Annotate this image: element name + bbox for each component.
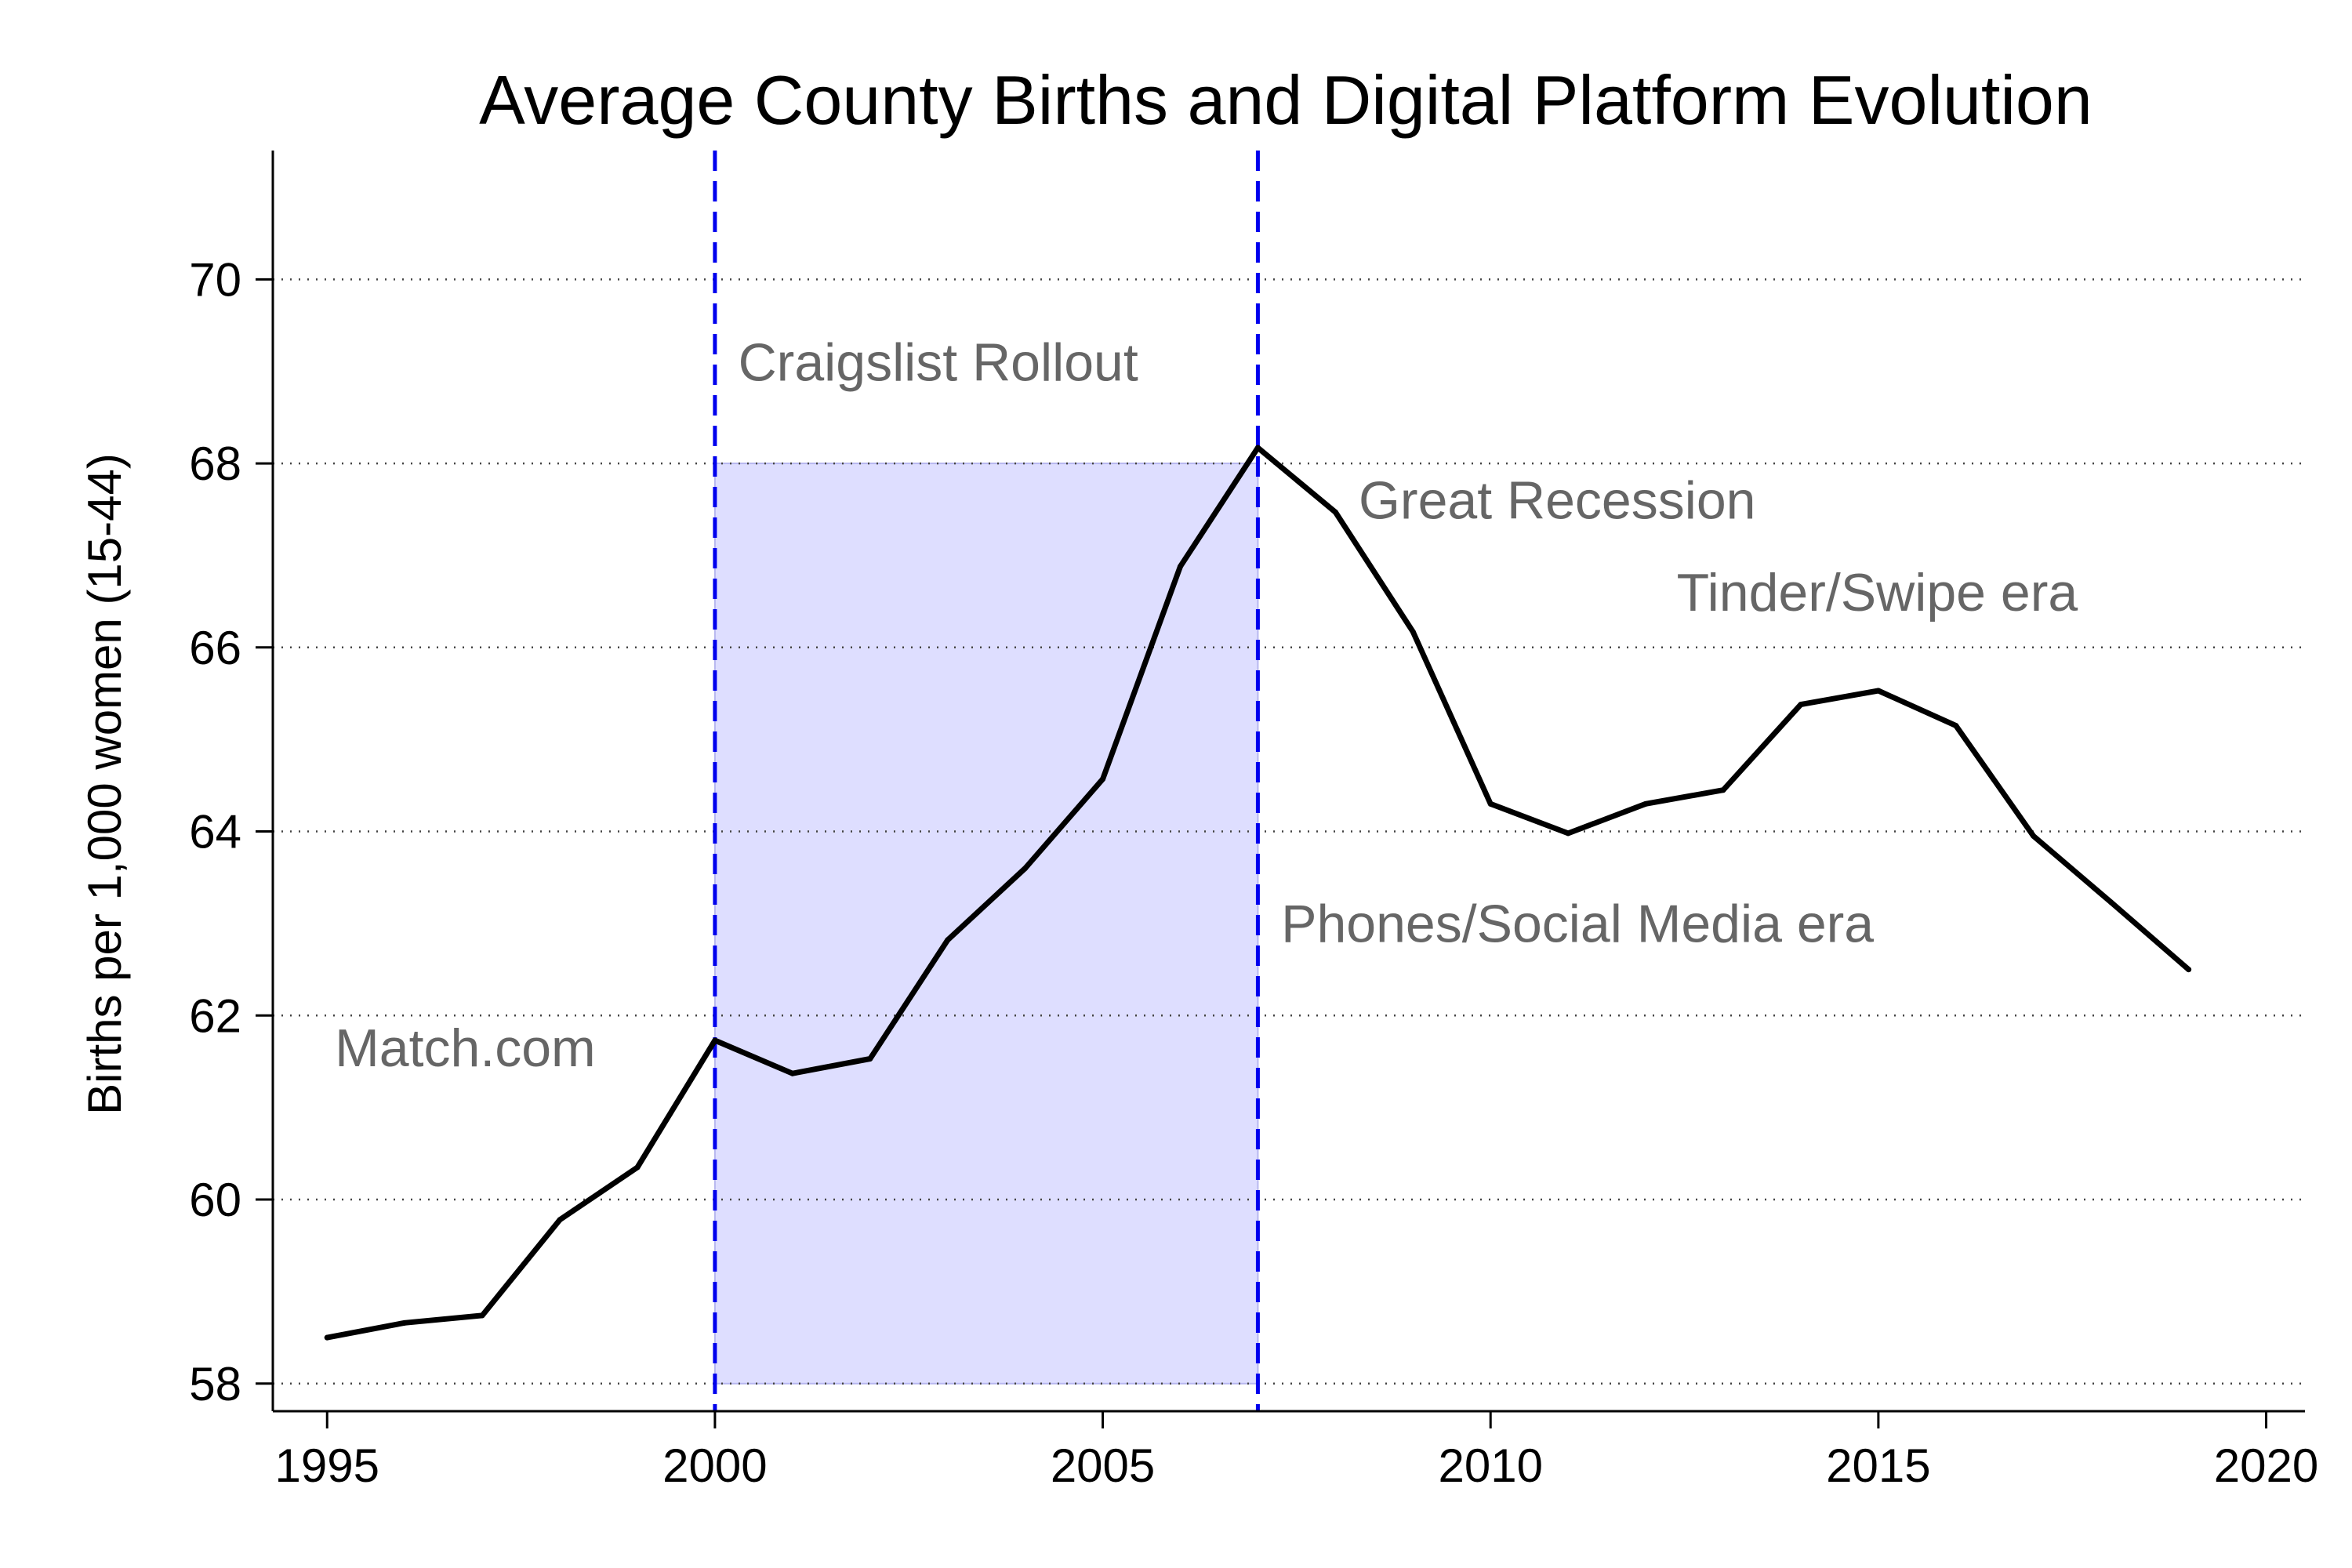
x-tick-label: 2015 — [1826, 1439, 1930, 1492]
annotation-label: Match.com — [335, 1018, 596, 1078]
y-tick-label: 70 — [189, 253, 241, 306]
annotation-label: Tinder/Swipe era — [1677, 563, 2078, 622]
data-point — [324, 1334, 330, 1341]
x-tick-label: 2020 — [2214, 1439, 2318, 1492]
chart-title: Average County Births and Digital Platfo… — [479, 61, 2092, 139]
data-point — [557, 1217, 563, 1223]
data-point — [945, 937, 951, 943]
data-point — [2031, 833, 2037, 839]
data-point — [1875, 688, 1882, 694]
y-tick-label: 64 — [189, 806, 241, 858]
annotation-label: Great Recession — [1359, 470, 1755, 530]
data-point — [1642, 800, 1649, 807]
shaded-region — [713, 463, 1259, 1385]
y-axis-label: Births per 1,000 women (15-44) — [78, 453, 131, 1115]
data-point — [1720, 787, 1726, 793]
data-point — [867, 1055, 873, 1062]
y-tick-label: 60 — [189, 1174, 241, 1226]
data-point — [1022, 866, 1029, 872]
data-point — [1100, 776, 1106, 782]
data-point — [2186, 967, 2192, 973]
data-point — [1487, 800, 1494, 807]
annotation-label: Craigslist Rollout — [739, 332, 1138, 392]
data-point — [2108, 899, 2114, 906]
x-tick-label: 2005 — [1051, 1439, 1155, 1492]
plot-area: 58 60 62 64 66 68 70 1995 2000 2005 2010 2015 2020 Cr… — [189, 151, 2318, 1492]
y-tick-label: 58 — [189, 1358, 241, 1410]
annotation-label: Phones/Social Media era — [1281, 894, 1874, 953]
x-tick-label: 2010 — [1438, 1439, 1542, 1492]
data-point — [712, 1037, 718, 1044]
y-tick-label: 68 — [189, 437, 241, 490]
x-tick-label: 1995 — [275, 1439, 379, 1492]
y-tick-label: 62 — [189, 989, 241, 1042]
data-point — [401, 1319, 408, 1326]
data-point — [789, 1070, 796, 1076]
data-point — [1254, 445, 1261, 451]
data-point — [479, 1312, 485, 1319]
y-tick-label: 66 — [189, 622, 241, 674]
data-point — [1565, 830, 1571, 837]
data-point — [1177, 564, 1183, 570]
data-point — [1332, 509, 1338, 515]
data-point — [1798, 702, 1804, 708]
data-point — [1953, 723, 1959, 729]
data-point — [1410, 629, 1416, 635]
data-point — [634, 1164, 641, 1171]
x-tick-label: 2000 — [662, 1439, 767, 1492]
